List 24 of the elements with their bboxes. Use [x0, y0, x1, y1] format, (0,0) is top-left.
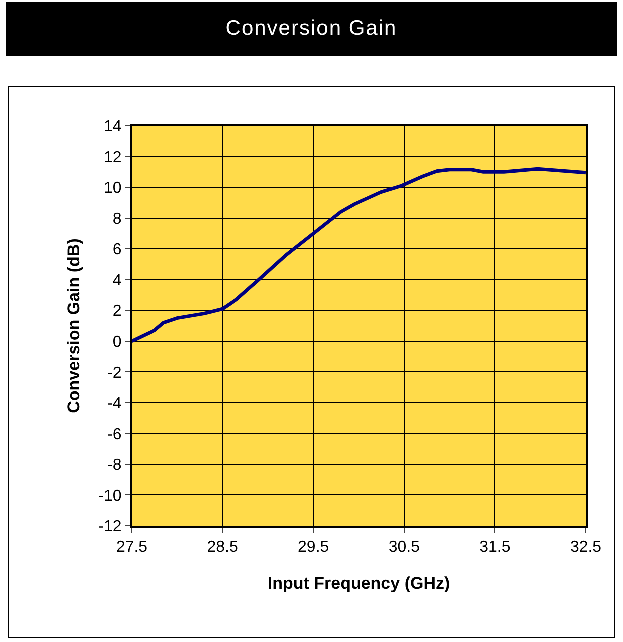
x-axis-title: Input Frequency (GHz)	[268, 574, 450, 594]
y-tick-label: 6	[112, 242, 122, 259]
chart-title: Conversion Gain	[6, 2, 617, 56]
y-tick-label: 8	[112, 210, 122, 228]
x-tick-label: 32.5	[570, 539, 602, 556]
y-tick-label: 14	[104, 118, 122, 136]
line-series	[132, 167, 586, 344]
y-tick-label: 0	[112, 334, 122, 351]
x-tick-label: 28.5	[207, 539, 238, 556]
y-tick-label: 2	[112, 303, 122, 320]
y-tick-label: -12	[98, 518, 122, 536]
y-tick-label: -4	[108, 396, 122, 413]
y-tick-label: 12	[104, 149, 122, 166]
x-tick-label: 27.5	[116, 539, 148, 556]
y-tick-label: 10	[104, 180, 122, 198]
y-axis-title: Conversion Gain (dB)	[64, 238, 84, 414]
y-tick-label: -6	[108, 426, 122, 444]
x-tick-label: 31.5	[480, 539, 511, 556]
x-tick-label: 29.5	[298, 539, 330, 556]
y-tick-label: -2	[108, 364, 122, 382]
y-tick-label: -10	[98, 488, 122, 505]
y-tick-label: 4	[112, 272, 122, 290]
x-tick-label: 30.5	[388, 539, 420, 556]
y-tick-label: -8	[108, 457, 122, 474]
